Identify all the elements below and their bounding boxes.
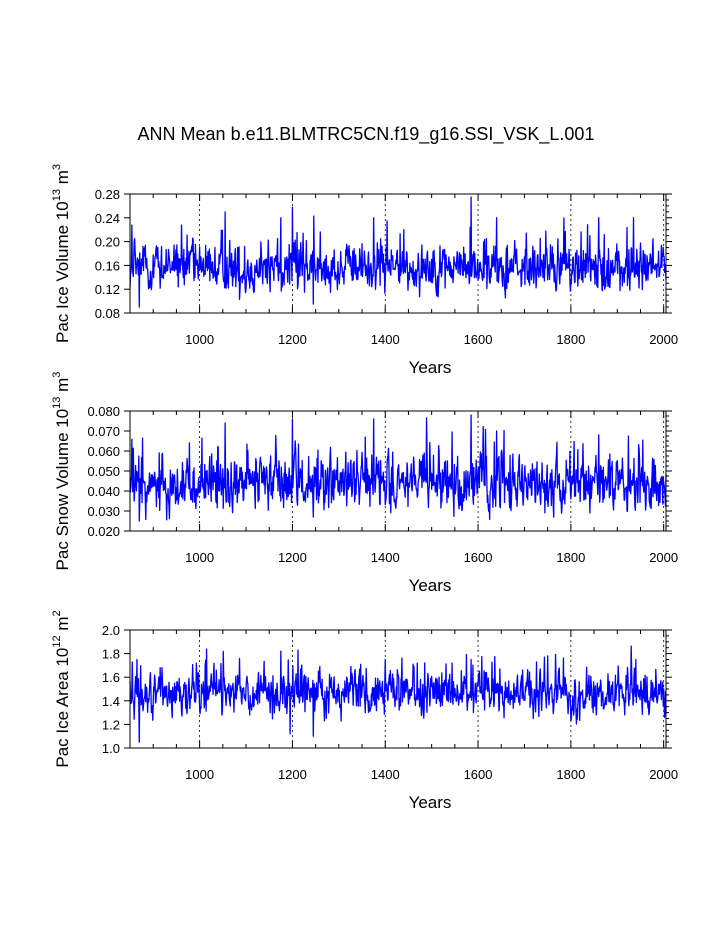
x-tick-label-1800: 1800 — [556, 550, 585, 565]
x-tick-label-1400: 1400 — [371, 767, 400, 782]
x-tick-label-1000: 1000 — [185, 767, 214, 782]
series-line-ice-volume — [129, 196, 667, 308]
panel-ice-area: 1000 1200 1400 1600 1800 2000 1.0 1.2 1.4 1.6 1.8 2… — [51, 610, 678, 812]
y-axis-label-name: Pac Snow Volume 10 — [53, 409, 72, 571]
y-tick-label-1: 1.2 — [102, 717, 120, 732]
y-axis-label-ice-area: Pac Ice Area 1012 m2 — [51, 610, 72, 767]
series-line-snow-volume — [129, 414, 667, 522]
y-axis-label-unit-exponent: 2 — [51, 610, 63, 616]
y-tick-label-0: 1.0 — [102, 741, 120, 756]
y-axis-label-exponent: 13 — [51, 397, 63, 409]
panels: 1000 1200 1400 1600 1800 2000 0.08 0.12 0.16 0.20… — [51, 164, 678, 812]
x-tick-label-2000: 2000 — [649, 767, 678, 782]
x-axis-label-ice-area: Years — [409, 793, 452, 812]
y-tick-label-4: 0.060 — [87, 444, 120, 459]
y-axis-label-name: Pac Ice Volume 10 — [53, 201, 72, 343]
y-tick-label-1: 0.12 — [95, 282, 120, 297]
panel-ice-volume: 1000 1200 1400 1600 1800 2000 0.08 0.12 0.16 0.20… — [51, 164, 678, 377]
y-tick-label-0: 0.08 — [95, 306, 120, 321]
x-axis-label-ice-volume: Years — [409, 358, 452, 377]
y-tick-label-5: 2.0 — [102, 623, 120, 638]
y-axis-label-unit: m — [53, 170, 72, 189]
x-tick-label-1800: 1800 — [556, 767, 585, 782]
x-tick-label-1600: 1600 — [464, 767, 493, 782]
x-tick-label-2000: 2000 — [649, 332, 678, 347]
y-axis-label-unit: m — [53, 616, 72, 635]
y-axis-label-unit: m — [53, 378, 72, 397]
y-tick-label-6: 0.080 — [87, 404, 120, 419]
y-axis-label-exponent: 12 — [51, 635, 63, 647]
x-tick-label-2000: 2000 — [649, 550, 678, 565]
x-tick-label-1800: 1800 — [556, 332, 585, 347]
y-tick-label-2: 1.4 — [102, 694, 120, 709]
x-tick-label-1200: 1200 — [278, 767, 307, 782]
y-tick-label-1: 0.030 — [87, 504, 120, 519]
y-tick-label-2: 0.16 — [95, 258, 120, 273]
y-tick-label-3: 0.20 — [95, 235, 120, 250]
y-tick-label-0: 0.020 — [87, 524, 120, 539]
y-tick-label-5: 0.28 — [95, 187, 120, 202]
y-axis-label-snow-volume: Pac Snow Volume 1013 m3 — [51, 372, 72, 571]
y-tick-label-3: 1.6 — [102, 670, 120, 685]
y-tick-label-2: 0.040 — [87, 484, 120, 499]
x-tick-label-1000: 1000 — [185, 550, 214, 565]
y-tick-label-4: 1.8 — [102, 647, 120, 662]
y-tick-label-5: 0.070 — [87, 424, 120, 439]
x-tick-label-1200: 1200 — [278, 550, 307, 565]
y-tick-label-4: 0.24 — [95, 211, 120, 226]
x-tick-label-1400: 1400 — [371, 550, 400, 565]
x-tick-label-1600: 1600 — [464, 550, 493, 565]
x-tick-label-1000: 1000 — [185, 332, 214, 347]
x-tick-label-1400: 1400 — [371, 332, 400, 347]
y-axis-label-unit-exponent: 3 — [51, 164, 63, 170]
x-tick-label-1600: 1600 — [464, 332, 493, 347]
y-tick-label-3: 0.050 — [87, 464, 120, 479]
x-tick-label-1200: 1200 — [278, 332, 307, 347]
series-line-ice-area — [129, 645, 667, 743]
y-axis-label-name: Pac Ice Area 10 — [53, 648, 72, 768]
panel-snow-volume: 1000 1200 1400 1600 1800 2000 0.020 0.030 0.040 0… — [51, 372, 678, 595]
y-axis-label-ice-volume: Pac Ice Volume 1013 m3 — [51, 164, 72, 343]
x-axis-label-snow-volume: Years — [409, 576, 452, 595]
y-axis-label-unit-exponent: 3 — [51, 372, 63, 378]
main-title: ANN Mean b.e11.BLMTRC5CN.f19_g16.SSI_VSK… — [138, 124, 595, 145]
y-axis-label-exponent: 13 — [51, 189, 63, 201]
